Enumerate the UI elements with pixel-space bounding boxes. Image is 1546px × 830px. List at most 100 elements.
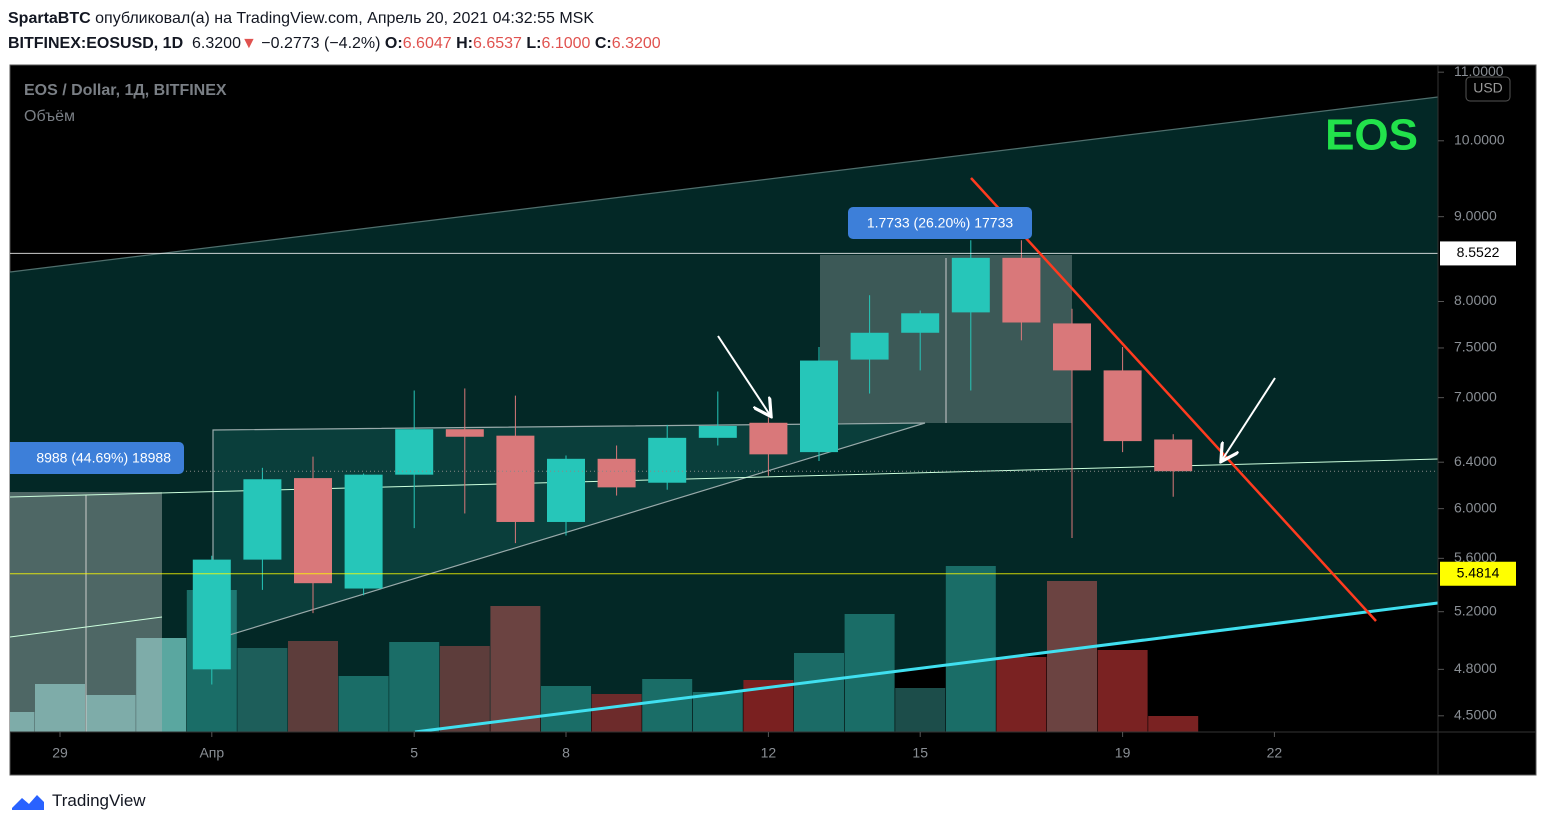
candle-body [597, 458, 636, 488]
chart-subtitle: Объём [24, 108, 75, 125]
annotation-box [10, 442, 184, 474]
y-tick-label: 5.2000 [1454, 602, 1497, 618]
x-tick-label: 22 [1267, 745, 1283, 761]
symbol: BITFINEX:EOSUSD, 1D [8, 35, 184, 52]
ohlc-key: O: [384, 35, 403, 52]
candle-body [496, 435, 535, 522]
candle-body [547, 458, 585, 522]
x-tick-label: 8 [562, 745, 570, 761]
last-price: 6.3200 [192, 35, 241, 52]
volume-bar [10, 712, 35, 732]
header: SpartaBTC опубликовал(а) на TradingView.… [8, 6, 661, 56]
y-tick-label: 6.0000 [1454, 499, 1497, 515]
annotation-box [848, 207, 1032, 239]
arrow [1222, 377, 1276, 460]
y-tick-label: 11.0000 [1454, 63, 1504, 79]
footer: TradingView [10, 790, 146, 812]
candle-body [1002, 257, 1041, 323]
annotation: 8988 (44.69%) 18988 [36, 450, 171, 466]
trend-line [10, 616, 163, 638]
volume-bar [136, 638, 187, 732]
volume-bar [288, 641, 338, 732]
candle-body [445, 429, 484, 437]
volume-bar [996, 657, 1047, 732]
ohlc-key: C: [594, 35, 612, 52]
resistance-line [970, 177, 1377, 622]
x-tick-label: 5 [410, 745, 418, 761]
annotation: 1.7733 (26.20%) 17733 [867, 215, 1014, 231]
channel-top [10, 96, 1438, 273]
y-tick-label: 7.0000 [1454, 388, 1497, 404]
volume-bar [794, 653, 844, 732]
price-label-box [1440, 561, 1516, 586]
price-label: 8.5522 [1457, 244, 1500, 260]
candle-body [901, 313, 940, 333]
candle-body [1103, 370, 1142, 442]
volume-bar [237, 648, 288, 732]
volume-bar [895, 688, 946, 732]
logo [12, 795, 44, 810]
price-label-box [1440, 241, 1516, 266]
x-tick-label: 19 [1115, 745, 1131, 761]
watermark: EOS [1325, 111, 1418, 160]
candle-body [395, 429, 434, 475]
support-line [414, 601, 1438, 732]
volume-bar [642, 679, 693, 732]
volume-bar [35, 684, 85, 732]
x-tick-label: Апр [199, 745, 224, 761]
volume-bar [692, 692, 743, 732]
volume-bar [338, 676, 389, 732]
y-tick-label: 5.6000 [1454, 549, 1497, 565]
candle-body [850, 332, 889, 360]
arrow [717, 335, 770, 415]
x-tick-label: 29 [52, 745, 68, 761]
volume-bar [1097, 650, 1148, 732]
ohlc-value: 6.3200 [611, 35, 661, 52]
candle-body [1053, 323, 1091, 371]
y-tick-label: 4.5000 [1454, 707, 1497, 723]
ohlc-key: L: [526, 35, 542, 52]
volume-bar [490, 606, 541, 732]
currency: USD [1473, 80, 1503, 96]
y-tick-label: 4.8000 [1454, 660, 1497, 676]
candle-body [749, 422, 788, 455]
y-tick-label: 9.0000 [1454, 207, 1497, 223]
volume-bar [85, 695, 136, 732]
x-tick-label: 12 [761, 745, 777, 761]
x-tick-label: 15 [912, 745, 928, 761]
publisher: SpartaBTC [8, 10, 91, 27]
volume-bar [945, 566, 996, 732]
candle-body [243, 479, 282, 560]
volume-bar [541, 686, 591, 732]
volume-bar [389, 642, 440, 732]
candle-body [294, 478, 332, 584]
price-label: 5.4814 [1457, 564, 1500, 580]
ohlc-value: 6.1000 [541, 35, 591, 52]
y-tick-label: 10.0000 [1454, 132, 1505, 148]
volume-bar [591, 694, 642, 732]
ohlc-key: H: [456, 35, 473, 52]
volume-bar [439, 646, 490, 732]
candle-body [800, 360, 838, 453]
volume-bar [1047, 581, 1097, 732]
y-tick-label: 8.0000 [1454, 292, 1497, 308]
volume-bar [1148, 716, 1199, 732]
candle-body [951, 257, 990, 313]
candle-body [1154, 439, 1193, 472]
ohlc-value: 6.6537 [472, 35, 522, 52]
ohlc-value: 6.6047 [402, 35, 452, 52]
down-arrow: ▼ [240, 35, 257, 52]
candle-body [648, 437, 687, 483]
currency-box [1465, 76, 1511, 102]
y-tick-label: 6.4000 [1454, 453, 1497, 469]
brand: TradingView [52, 791, 146, 810]
change: −0.2773 (−4.2%) [261, 35, 381, 52]
candle-body [698, 425, 737, 438]
chart-title: EOS / Dollar, 1Д, BITFINEX [24, 82, 227, 99]
candle-body [344, 474, 383, 589]
published: опубликовал(а) на TradingView.com, Апрел… [95, 10, 594, 27]
candle-body [192, 559, 231, 670]
y-tick-label: 7.5000 [1454, 339, 1497, 355]
